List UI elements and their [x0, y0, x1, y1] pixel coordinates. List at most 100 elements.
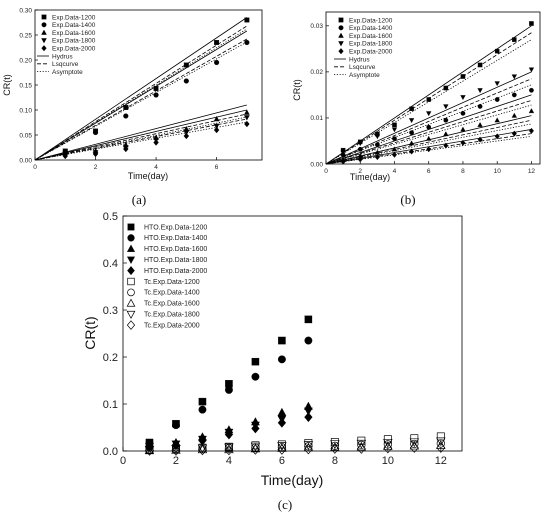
panel-c-data-point	[172, 421, 180, 430]
panel-c-data-point	[304, 315, 313, 324]
panel-c-data-point	[277, 444, 287, 455]
panel-b-data-point	[357, 146, 363, 152]
panel-c-x-tick-label: 12	[435, 455, 447, 467]
panel-c-legend-marker	[127, 288, 135, 297]
panel-b-y-tick-label: 0.01	[310, 115, 323, 122]
panel-b-data-point	[494, 97, 500, 102]
panel-c-series-tc-exp-data-1200	[145, 432, 445, 454]
panel-b-data-point	[511, 130, 517, 137]
panel-a-legend-label: Asymptote	[52, 69, 83, 76]
panel-c-data-point	[251, 372, 260, 381]
panel-b-x-tick-label: 12	[528, 168, 536, 175]
panel-b-data-point	[477, 122, 483, 127]
panel-c-x-tick-label: 8	[332, 455, 338, 467]
panel-a-data-point	[244, 39, 250, 46]
panel-a-y-tick-label: 0.20	[19, 57, 32, 64]
panel-b-legend-label: Exp.Data-1800	[349, 41, 393, 48]
panel-c-legend-label: HTO.Exp.Data-1800	[144, 257, 207, 264]
panel-a-legend-marker	[41, 22, 47, 28]
panel-c-legend-marker	[127, 223, 135, 231]
panel-a-model-asymptote	[35, 28, 248, 160]
panel-c-legend-label: HTO.Exp.Data-1400	[144, 235, 207, 242]
panel-b-data-point	[494, 81, 500, 87]
panel-b-legend-label: Exp.Data-1400	[349, 25, 393, 32]
panel-a-data-point	[243, 115, 250, 121]
panel-b-y-tick-label: 0.03	[310, 23, 323, 30]
panel-c-legend-label: Tc.Exp.Data-2000	[144, 322, 200, 329]
panel-b-line-asymptote	[326, 123, 532, 164]
panel-a-line-lsqcurve	[35, 113, 247, 160]
panel-c-legend-marker	[126, 244, 136, 252]
panel-c-plot-frame	[122, 215, 463, 452]
panel-b-data-point	[443, 131, 449, 137]
panel-b-line-asymptote	[326, 104, 532, 164]
caption-b: (b)	[400, 192, 415, 207]
panel-a-data-point	[213, 115, 220, 122]
panel-c-data-point	[436, 440, 446, 449]
panel-c-data-point	[436, 432, 445, 441]
panel-c-data-point	[198, 444, 207, 456]
panel-a-legend-label: Exp.Data-1600	[52, 30, 96, 37]
panel-a-data-point	[244, 17, 250, 23]
panel-c-data-point	[303, 443, 313, 455]
panel-b-data-point	[443, 85, 449, 91]
panel-a-data-point	[153, 139, 159, 146]
panel-c-data-point	[356, 439, 367, 449]
panel-c-data-point	[410, 439, 419, 449]
panel-a-y-tick-label: 0.25	[19, 32, 32, 39]
panel-c-legend-marker	[126, 298, 136, 307]
panel-b-legend-marker	[338, 48, 344, 55]
panel-b-data-point	[357, 156, 363, 163]
panel-c-data-point	[251, 423, 260, 434]
panel-c-legend-marker	[127, 266, 135, 276]
panel-a-data-point	[123, 113, 129, 119]
panel-b-data-point	[529, 87, 534, 93]
panel-b-data-point	[511, 92, 517, 98]
panel-c-data-point	[277, 440, 286, 449]
panel-b-data-point	[409, 106, 414, 111]
panel-c-data-point	[278, 336, 286, 345]
panel-b-data-point	[340, 150, 346, 156]
panel-c-x-tick-label: 0	[120, 455, 126, 467]
panel-c-series-hto-exp-data-2000	[145, 412, 313, 453]
panel-a-data-point	[183, 62, 189, 68]
panel-c-x-axis-label: Time(day)	[261, 472, 324, 488]
panel-a-data-point	[243, 109, 250, 115]
panel-b-data-point	[409, 130, 414, 136]
panel-a-data-point	[92, 150, 99, 158]
panel-a-data-point	[213, 123, 220, 130]
panel-b-data-point	[443, 104, 449, 110]
panel-c-x-tick-label: 4	[226, 455, 232, 467]
panel-b-data-point	[494, 48, 500, 54]
panel-a-legend-label: Exp.Data-1800	[52, 38, 96, 45]
panel-b-data-point	[494, 117, 500, 123]
panel-c-x-tick-label: 6	[279, 455, 285, 467]
panel-b-data-point	[374, 154, 380, 161]
panel-a-x-tick-label: 4	[154, 164, 158, 171]
panel-a-legend-marker	[41, 14, 47, 20]
panel-a-y-tick-label: 0.15	[19, 82, 32, 89]
panel-c-x-tick-label: 10	[382, 455, 394, 467]
panel-c-series-tc-exp-data-2000	[145, 442, 446, 456]
panel-a-legend-label: Lsqcurve	[52, 61, 79, 68]
panel-a-line-asymptote	[35, 41, 248, 160]
panel-b-data-point	[409, 148, 415, 155]
panel-a-y-tick-label: 0.00	[19, 157, 32, 164]
panel-c-data-point	[224, 444, 234, 456]
panel-c-legend-label: HTO.Exp.Data-2000	[144, 268, 207, 275]
panel-a-legend: Exp.Data-1200Exp.Data-1400Exp.Data-1600E…	[37, 14, 96, 76]
panel-a-y-tick-label: 0.10	[19, 107, 32, 114]
panel-c-data-point	[145, 445, 154, 456]
panel-a-series-exp-data-2000	[62, 120, 250, 160]
panel-c-data-point	[198, 405, 207, 414]
panel-c-data-point	[224, 429, 234, 440]
panel-a-data-point	[214, 59, 220, 66]
panel-b-data-point	[528, 127, 534, 134]
panel-b-data-point	[391, 127, 398, 133]
panel-b-x-tick-label: 2	[358, 168, 362, 175]
panel-a-y-axis-label: CR(t)	[2, 74, 12, 96]
panel-b-data-point	[511, 74, 517, 80]
panel-b-data-point	[460, 110, 466, 116]
panel-c-data-point	[277, 355, 286, 364]
panel-a-line-asymptote	[35, 116, 247, 160]
